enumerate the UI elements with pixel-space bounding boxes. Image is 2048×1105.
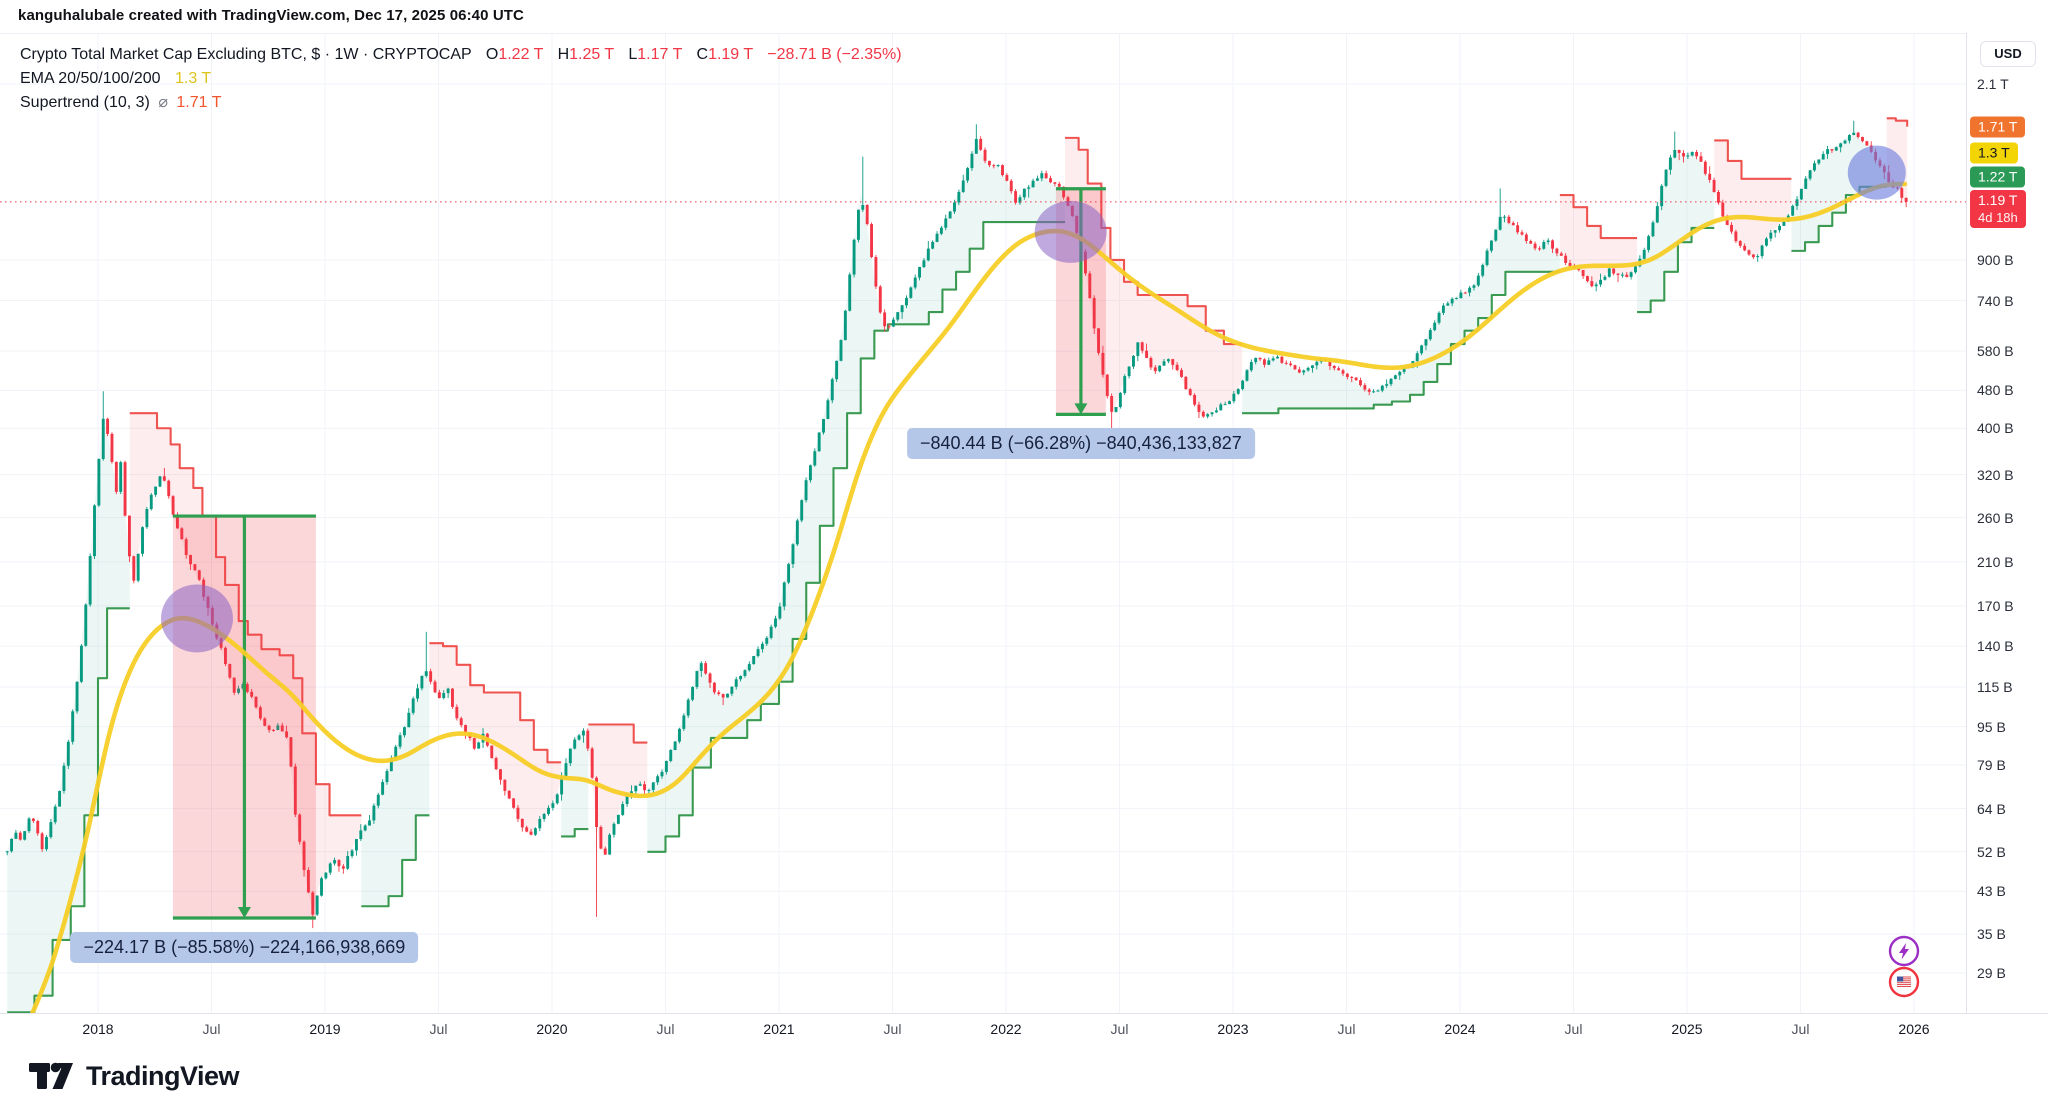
price-tick-label: 740 B (1977, 292, 2014, 309)
measure-annotation-2022[interactable]: −840.44 B (−66.28%) −840,436,133,827 (907, 428, 1255, 460)
time-tick-label: 2025 (1671, 1021, 1703, 1037)
brand-footer: TradingView (28, 1056, 240, 1096)
bar-countdown: 4d 18h (1978, 209, 2018, 225)
price-tick-label: 900 B (1977, 251, 2014, 268)
change-value: −28.71 B (−2.35%) (767, 46, 902, 63)
high-value: 1.25 T (569, 46, 614, 63)
tradingview-logo-icon (29, 1062, 73, 1089)
price-tick-label: 260 B (1977, 509, 2014, 526)
price-tick-label: 115 B (1977, 679, 2013, 695)
price-tick-label: 29 B (1977, 965, 2006, 981)
time-tick-label: Jul (883, 1021, 902, 1037)
time-tick-label: Jul (1110, 1021, 1129, 1037)
time-tick-label: Jul (1337, 1021, 1356, 1037)
time-tick-label: Jul (1564, 1021, 1583, 1037)
price-tick-label: 2.1 T (1977, 76, 2009, 92)
price-tick-label: 210 B (1977, 554, 2014, 570)
price-tick-label: 52 B (1977, 843, 2006, 860)
economic-event-us-flag-icon[interactable] (1888, 966, 1920, 998)
price-tick-label: 64 B (1977, 800, 2006, 817)
close-value: 1.19 T (708, 46, 753, 63)
average-symbol: ⌀ (158, 94, 168, 111)
symbol-title: Crypto Total Market Cap Excluding BTC, $… (20, 46, 472, 63)
price-tick-label: 580 B (1977, 343, 2014, 360)
ema-value: 1.3 T (175, 70, 212, 87)
currency-toggle-button[interactable]: USD (1980, 41, 2036, 67)
time-tick-label: Jul (656, 1021, 675, 1037)
measure-annotation-2018[interactable]: −224.17 B (−85.58%) −224,166,938,669 (70, 931, 419, 963)
price-tick-label: 170 B (1977, 597, 2014, 614)
economic-event-bolt-icon[interactable] (1888, 935, 1920, 967)
chart-legend: Crypto Total Market Cap Excluding BTC, $… (20, 44, 902, 116)
time-tick-label: 2022 (990, 1021, 1022, 1037)
ema-legend-row[interactable]: EMA 20/50/100/200 1.3 T (20, 68, 902, 89)
time-tick-label: Jul (1791, 1021, 1810, 1037)
price-badge: 1.22 T (1970, 166, 2026, 188)
price-tick-label: 43 B (1977, 883, 2006, 900)
price-axis[interactable]: USD 2.1 T 900 B 740 B 580 B 480 B 400 B 320 B 2… (1966, 33, 2048, 1013)
price-tick-label: 35 B (1977, 925, 2006, 942)
symbol-legend-row[interactable]: Crypto Total Market Cap Excluding BTC, $… (20, 46, 902, 63)
open-value: 1.22 T (498, 46, 544, 63)
price-tick-label: 95 B (1977, 718, 2006, 735)
price-badge: 1.3 T (1970, 142, 2018, 164)
time-tick-label: 2026 (1898, 1021, 1930, 1037)
ema-label: EMA 20/50/100/200 (20, 70, 161, 87)
price-tick-label: 79 B (1977, 756, 2006, 773)
price-badge: 1.71 T (1970, 116, 2026, 138)
supertrend-legend-row[interactable]: Supertrend (10, 3) ⌀ 1.71 T (20, 92, 902, 113)
supertrend-label: Supertrend (10, 3) (20, 94, 150, 111)
time-tick-label: Jul (429, 1021, 448, 1037)
price-tick-label: 480 B (1977, 382, 2014, 399)
time-tick-label: 2023 (1217, 1021, 1249, 1037)
time-tick-label: 2024 (1444, 1021, 1476, 1037)
price-tick-label: 140 B (1977, 638, 2014, 655)
price-tick-label: 320 B (1977, 466, 2014, 483)
price-badge: 1.19 T 4d 18h (1970, 189, 2026, 228)
low-value: 1.17 T (637, 46, 683, 63)
time-tick-label: 2019 (309, 1021, 341, 1037)
pane-divider (0, 33, 2048, 34)
time-tick-label: 2021 (763, 1021, 795, 1037)
supertrend-value: 1.71 T (176, 94, 222, 111)
time-tick-label: 2020 (536, 1021, 568, 1037)
tradingview-logo-text: TradingView (86, 1060, 240, 1091)
time-tick-label: Jul (202, 1021, 221, 1037)
attribution-text: kanguhalubale created with TradingView.c… (18, 7, 524, 24)
time-tick-label: 2018 (82, 1021, 114, 1037)
time-axis[interactable]: 2018 Jul 2019 Jul 2020 Jul 2021 Jul 2022 Jul 2023 J… (0, 1013, 2048, 1044)
price-tick-label: 400 B (1977, 420, 2014, 437)
